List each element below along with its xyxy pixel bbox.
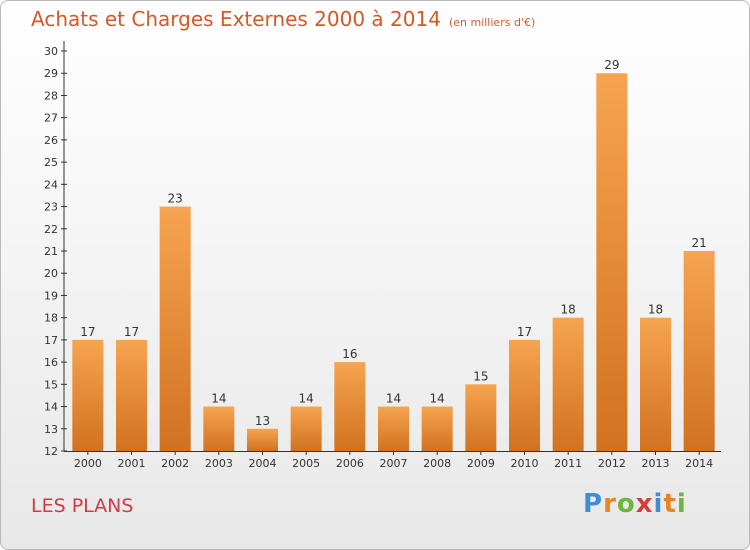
bar xyxy=(378,406,409,451)
chart-axes xyxy=(61,41,721,455)
y-tick-label: 25 xyxy=(44,156,58,169)
x-tick-label: 2002 xyxy=(161,457,189,470)
chart-title-text: Achats et Charges Externes 2000 à 2014 xyxy=(31,7,441,31)
logo-letter: i xyxy=(676,489,687,519)
y-tick-label: 17 xyxy=(44,334,58,347)
bar-value-label: 17 xyxy=(124,325,139,339)
chart-unit-note: (en milliers d'€) xyxy=(448,16,536,29)
bar xyxy=(509,339,540,451)
x-tick-label: 2000 xyxy=(74,457,102,470)
y-tick-label: 13 xyxy=(44,423,58,436)
bar-value-label: 17 xyxy=(80,325,95,339)
bar-value-label: 29 xyxy=(604,58,619,72)
y-tick-label: 28 xyxy=(44,89,58,102)
chart-labels: 12 13 14 15 16 17 18 19 20 21 22 23 24 25 26 27 28 29 30 17… xyxy=(44,45,713,470)
bar-value-label: 21 xyxy=(692,236,707,250)
bar xyxy=(116,339,147,451)
bar xyxy=(290,406,322,451)
y-tick-label: 24 xyxy=(44,178,58,191)
x-tick-label: 2004 xyxy=(249,457,277,470)
chart-bars xyxy=(72,73,715,451)
logo-letter: P xyxy=(583,489,604,519)
x-tick-label: 2001 xyxy=(118,457,146,470)
bar-value-label: 15 xyxy=(473,369,488,383)
x-tick-label: 2007 xyxy=(380,457,408,470)
bar-value-label: 13 xyxy=(255,414,270,428)
bar xyxy=(421,406,453,451)
bar xyxy=(465,384,497,451)
bar xyxy=(640,317,671,451)
y-tick-label: 16 xyxy=(44,356,58,369)
logo-letter: o xyxy=(616,489,636,519)
y-tick-label: 15 xyxy=(44,378,58,391)
bar xyxy=(72,339,104,451)
y-tick-label: 26 xyxy=(44,134,58,147)
bar-value-label: 17 xyxy=(517,325,532,339)
bar-value-label: 16 xyxy=(342,347,357,361)
x-tick-label: 2005 xyxy=(292,457,320,470)
commune-name: LES PLANS xyxy=(31,495,134,517)
proxiti-logo[interactable]: Proxiti xyxy=(583,489,687,519)
x-tick-label: 2008 xyxy=(423,457,451,470)
bar xyxy=(596,73,628,451)
bar-value-label: 23 xyxy=(168,192,183,206)
x-tick-label: 2011 xyxy=(554,457,582,470)
x-tick-label: 2009 xyxy=(467,457,495,470)
logo-letter: i xyxy=(653,489,664,519)
x-tick-label: 2010 xyxy=(511,457,539,470)
logo-letter: t xyxy=(663,489,677,519)
bar-value-label: 14 xyxy=(211,392,226,406)
bar-value-label: 18 xyxy=(648,303,663,317)
bar-value-label: 14 xyxy=(430,392,445,406)
y-tick-label: 20 xyxy=(44,267,58,280)
x-tick-label: 2003 xyxy=(205,457,233,470)
x-tick-label: 2013 xyxy=(642,457,670,470)
y-tick-label: 12 xyxy=(44,445,58,458)
logo-letter: r xyxy=(603,489,617,519)
y-tick-label: 22 xyxy=(44,223,58,236)
x-tick-label: 2014 xyxy=(685,457,713,470)
y-tick-label: 18 xyxy=(44,312,58,325)
y-tick-label: 29 xyxy=(44,67,58,80)
y-tick-label: 14 xyxy=(44,401,58,414)
bar xyxy=(552,317,584,451)
logo-letter: x xyxy=(635,489,654,519)
bar xyxy=(159,206,191,451)
x-tick-label: 2012 xyxy=(598,457,626,470)
bar-value-label: 14 xyxy=(386,392,401,406)
y-tick-label: 30 xyxy=(44,45,58,58)
bar xyxy=(334,362,366,451)
bar xyxy=(203,406,235,451)
y-tick-label: 23 xyxy=(44,201,58,214)
bar-value-label: 18 xyxy=(561,303,576,317)
y-tick-label: 21 xyxy=(44,245,58,258)
bar xyxy=(247,428,278,451)
chart-title: Achats et Charges Externes 2000 à 2014 (e… xyxy=(31,7,535,31)
x-tick-label: 2006 xyxy=(336,457,364,470)
bar xyxy=(683,251,715,451)
y-tick-label: 27 xyxy=(44,112,58,125)
y-tick-label: 19 xyxy=(44,289,58,302)
bar-value-label: 14 xyxy=(299,392,314,406)
